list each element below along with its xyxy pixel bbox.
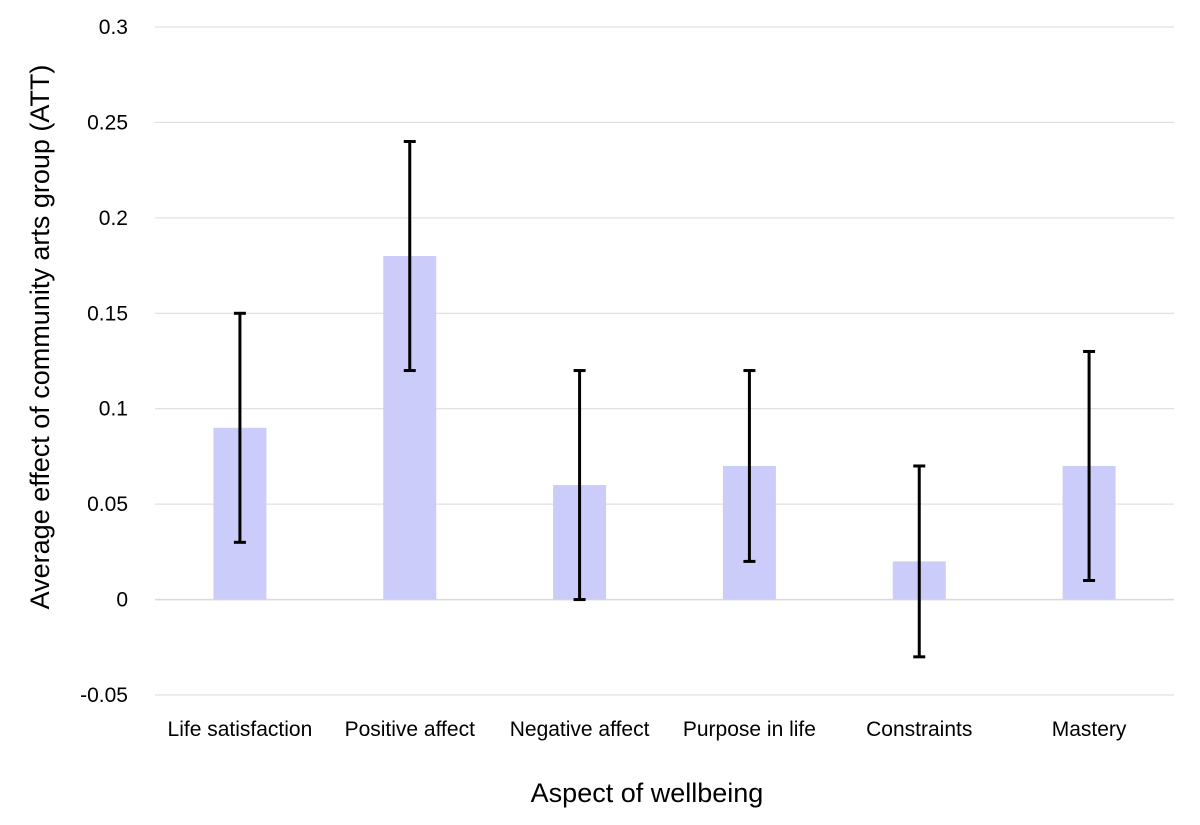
gridlines (155, 26, 1174, 696)
x-category-label: Positive affect (345, 718, 476, 741)
bars (213, 256, 1116, 600)
x-category-label: Negative affect (510, 718, 650, 741)
y-axis-tick-labels: -0.05 0 0.05 0.1 0.15 0.2 0.25 0.3 (80, 16, 128, 707)
y-axis-title: Average effect of community arts group (… (25, 65, 55, 610)
x-axis-title: Aspect of wellbeing (531, 778, 764, 808)
x-category-label: Life satisfaction (168, 718, 313, 741)
x-axis-category-labels: Life satisfaction Positive affect Negative… (168, 718, 1127, 741)
error-bars (233, 140, 1096, 659)
y-tick-label: 0 (116, 589, 128, 612)
y-tick-label: 0.2 (99, 207, 128, 230)
x-category-label: Purpose in life (683, 718, 816, 741)
y-tick-label: 0.15 (87, 302, 128, 325)
y-tick-label: 0.25 (87, 111, 128, 134)
y-tick-label: 0.1 (99, 398, 128, 421)
y-tick-label: -0.05 (80, 684, 128, 707)
x-category-label: Constraints (866, 718, 972, 741)
y-tick-label: 0.05 (87, 493, 128, 516)
x-category-label: Mastery (1052, 718, 1127, 741)
y-tick-label: 0.3 (99, 16, 128, 39)
